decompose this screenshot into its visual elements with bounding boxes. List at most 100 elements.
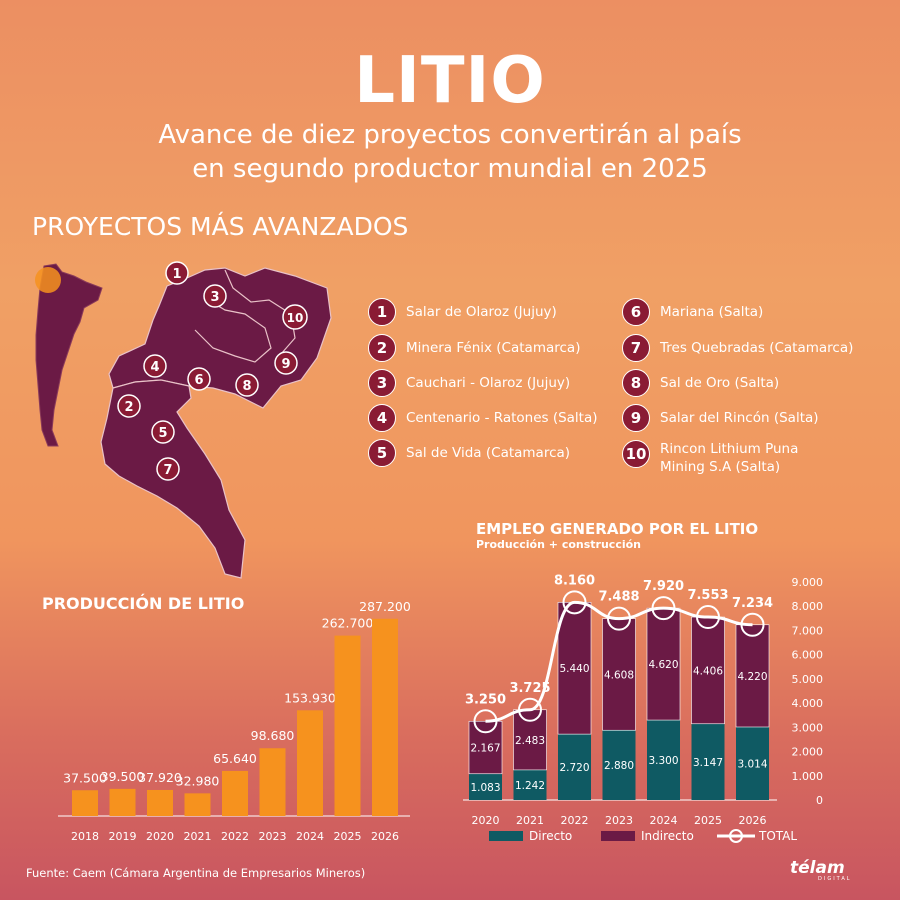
production-value-label: 39.500 bbox=[101, 769, 145, 784]
employment-year-label: 2020 bbox=[472, 814, 500, 827]
svg-text:10: 10 bbox=[287, 311, 304, 325]
legend-marker-total bbox=[729, 829, 743, 843]
map-marker-9: 9 bbox=[274, 351, 298, 375]
production-value-label: 262.700 bbox=[322, 616, 374, 631]
total-value-label: 7.234 bbox=[732, 596, 773, 611]
total-point-2021 bbox=[518, 697, 542, 722]
total-point-2022 bbox=[562, 590, 587, 615]
production-value-label: 32.980 bbox=[176, 773, 220, 788]
legend-badge: 1 bbox=[368, 298, 396, 326]
employment-year-label: 2021 bbox=[516, 814, 544, 827]
argentina-shape bbox=[35, 263, 103, 447]
total-point-2024 bbox=[651, 596, 676, 621]
legend-badge: 7 bbox=[622, 334, 650, 362]
svg-text:7: 7 bbox=[163, 463, 172, 478]
map-marker-10: 10 bbox=[282, 304, 308, 330]
indirect-value-label: 4.220 bbox=[737, 671, 767, 683]
production-bar-2018 bbox=[72, 790, 98, 816]
indirect-bar-2024 bbox=[646, 607, 681, 721]
legend-item-1: 1 Salar de Olaroz (Jujuy) bbox=[368, 298, 557, 326]
legend-label: Rincon Lithium Puna Mining S.A (Salta) bbox=[660, 441, 799, 475]
indirect-value-label: 4.608 bbox=[604, 669, 634, 681]
employment-year-label: 2024 bbox=[650, 814, 678, 827]
map-marker-2: 2 bbox=[117, 394, 141, 418]
legend-badge: 5 bbox=[368, 439, 396, 467]
svg-text:3: 3 bbox=[210, 290, 219, 305]
y-tick-label: 3.000 bbox=[792, 721, 824, 734]
legend-item-5: 5 Sal de Vida (Catamarca) bbox=[368, 439, 570, 467]
total-value-label: 7.920 bbox=[643, 579, 684, 594]
production-year-label: 2022 bbox=[221, 830, 249, 843]
direct-bar-2025 bbox=[691, 723, 725, 800]
legend-badge: 10 bbox=[622, 440, 650, 468]
production-value-label: 65.640 bbox=[213, 751, 257, 766]
employment-year-label: 2025 bbox=[694, 814, 722, 827]
production-bar-2019 bbox=[109, 788, 136, 816]
indirect-value-label: 4.620 bbox=[648, 659, 678, 671]
svg-text:4: 4 bbox=[150, 360, 159, 375]
brand-logo-sub: DIGITAL bbox=[818, 876, 852, 882]
production-bar-2020 bbox=[147, 789, 173, 816]
legend-item-9: 9 Salar del Rincón (Salta) bbox=[622, 404, 819, 432]
jujuy-salta-shape bbox=[108, 267, 332, 409]
production-year-label: 2020 bbox=[146, 830, 174, 843]
production-chart-title: PRODUCCIÓN DE LITIO bbox=[42, 594, 245, 613]
legend-item-7: 7 Tres Quebradas (Catamarca) bbox=[622, 334, 853, 362]
legend-badge: 9 bbox=[622, 404, 650, 432]
subtitle-line-2: en segundo productor mundial en 2025 bbox=[192, 154, 708, 184]
y-tick-label: 6.000 bbox=[792, 649, 824, 662]
legend-swatch-indirect bbox=[601, 831, 635, 841]
direct-value-label: 3.300 bbox=[648, 755, 678, 767]
production-value-label: 98.680 bbox=[251, 728, 295, 743]
production-bar-2022 bbox=[222, 770, 248, 816]
legend-label: Salar del Rincón (Salta) bbox=[660, 410, 819, 426]
svg-text:6: 6 bbox=[194, 373, 203, 388]
direct-value-label: 1.083 bbox=[470, 782, 500, 794]
subtitle-line-1: Avance de diez proyectos convertirán al … bbox=[158, 120, 742, 150]
production-chart: 37.500 2018 39.500 2019 37.920 2020 32.980 2021… bbox=[58, 599, 411, 843]
legend-label: Sal de Vida (Catamarca) bbox=[406, 445, 571, 461]
direct-bar-2021 bbox=[513, 769, 547, 800]
legend-item-8: 8 Sal de Oro (Salta) bbox=[622, 369, 779, 397]
direct-value-label: 3.147 bbox=[693, 757, 723, 769]
employment-chart-subtitle: Producción + construcción bbox=[476, 538, 641, 551]
production-value-label: 37.920 bbox=[138, 770, 182, 785]
y-tick-label: 5.000 bbox=[792, 673, 824, 686]
argentina-locator-map bbox=[35, 263, 103, 447]
svg-text:2: 2 bbox=[124, 400, 133, 415]
map-markers: 1 3 10 9 4 6 8 2 5 7 bbox=[117, 261, 308, 481]
production-year-label: 2024 bbox=[296, 830, 324, 843]
region-highlight bbox=[35, 267, 61, 293]
projects-heading: PROYECTOS MÁS AVANZADOS bbox=[32, 212, 409, 241]
indirect-value-label: 4.406 bbox=[693, 665, 723, 677]
direct-bar-2026 bbox=[736, 726, 769, 800]
production-year-label: 2021 bbox=[184, 830, 212, 843]
legend-badge: 8 bbox=[622, 369, 650, 397]
legend-badge: 3 bbox=[368, 369, 396, 397]
direct-bar-2020 bbox=[469, 773, 502, 800]
y-tick-label: 8.000 bbox=[792, 600, 824, 613]
map-marker-3: 3 bbox=[203, 284, 227, 308]
legend-label-total: TOTAL bbox=[758, 829, 797, 843]
production-value-label: 287.200 bbox=[359, 599, 411, 614]
production-year-label: 2025 bbox=[334, 830, 362, 843]
svg-text:9: 9 bbox=[281, 357, 290, 372]
source-note: Fuente: Caem (Cámara Argentina de Empres… bbox=[26, 866, 366, 880]
total-point-2025 bbox=[696, 605, 720, 630]
svg-text:8: 8 bbox=[242, 379, 251, 394]
direct-value-label: 2.720 bbox=[559, 762, 589, 774]
map-marker-7: 7 bbox=[156, 457, 180, 481]
legend-label: Salar de Olaroz (Jujuy) bbox=[406, 304, 557, 320]
legend-label: Cauchari - Olaroz (Jujuy) bbox=[406, 375, 571, 391]
indirect-bar-2022 bbox=[557, 602, 592, 735]
legend-item-6: 6 Mariana (Salta) bbox=[622, 298, 763, 326]
total-value-label: 8.160 bbox=[554, 573, 595, 588]
direct-bar-2022 bbox=[558, 734, 591, 800]
direct-value-label: 2.880 bbox=[604, 760, 634, 772]
indirect-value-label: 5.440 bbox=[559, 663, 589, 675]
svg-text:1: 1 bbox=[172, 267, 181, 282]
legend-item-3: 3 Cauchari - Olaroz (Jujuy) bbox=[368, 369, 570, 397]
y-tick-label: 4.000 bbox=[792, 697, 824, 710]
production-value-label: 37.500 bbox=[63, 770, 107, 785]
total-value-label: 7.488 bbox=[598, 590, 639, 605]
